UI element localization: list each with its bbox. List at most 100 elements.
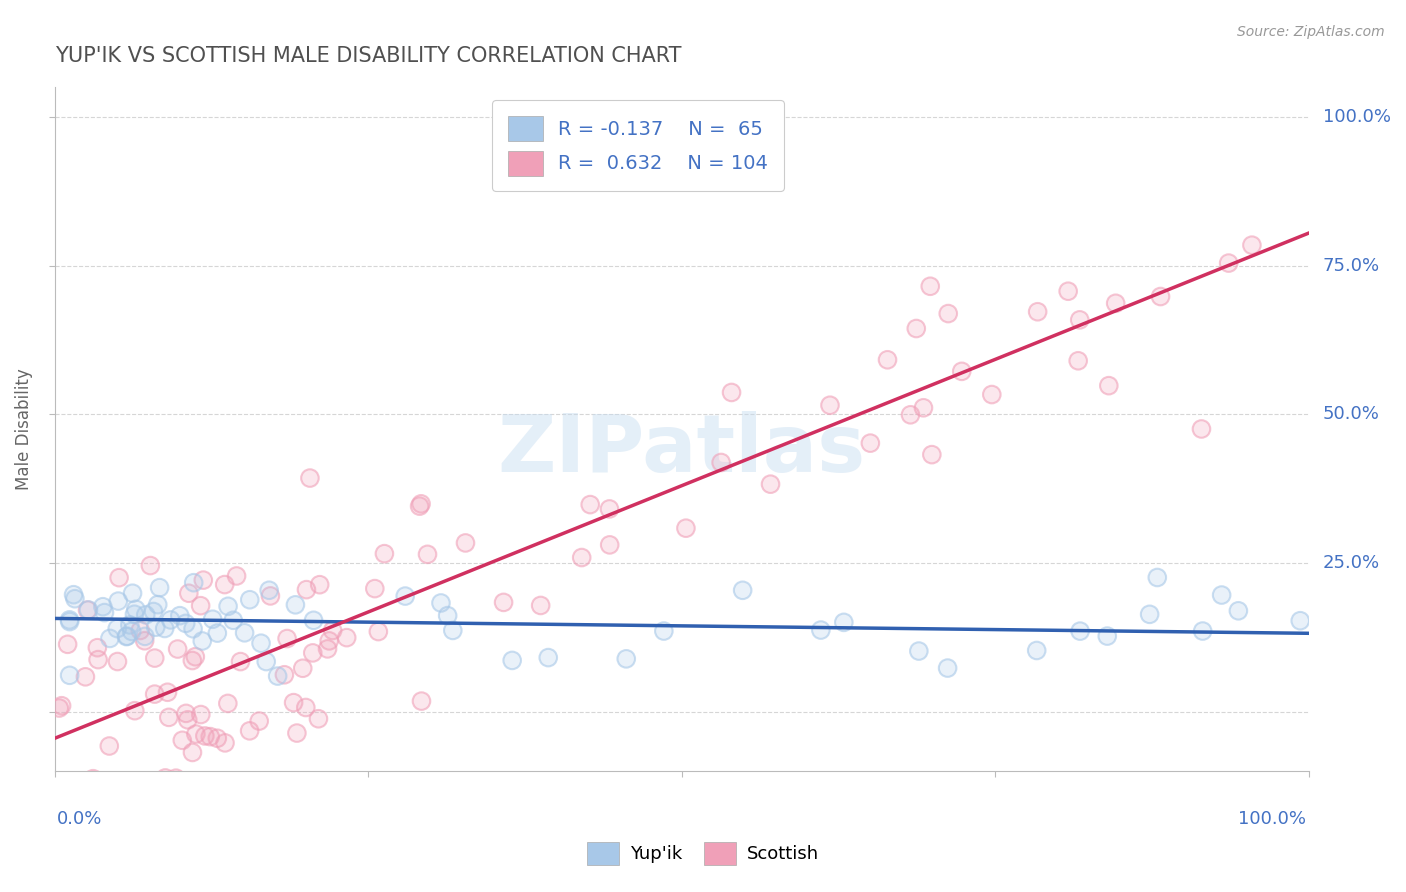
Point — [436, 608, 458, 623]
Point — [159, 613, 181, 627]
Point — [1067, 353, 1090, 368]
Point — [181, 622, 204, 636]
Point — [250, 636, 273, 650]
Point — [259, 589, 281, 603]
Point — [145, 620, 167, 634]
Point — [1149, 289, 1171, 303]
Point — [720, 385, 742, 400]
Point — [98, 739, 121, 753]
Point — [59, 615, 82, 629]
Point — [307, 712, 329, 726]
Point — [118, 618, 141, 632]
Point — [257, 583, 280, 598]
Point — [537, 650, 560, 665]
Point — [121, 586, 143, 600]
Point — [129, 624, 152, 638]
Point — [194, 729, 217, 743]
Point — [1240, 238, 1263, 252]
Point — [254, 655, 277, 669]
Point — [936, 661, 959, 675]
Point — [135, 607, 157, 622]
Point — [143, 687, 166, 701]
Point — [409, 497, 432, 511]
Point — [115, 629, 138, 643]
Point — [302, 613, 325, 627]
Point — [598, 502, 620, 516]
Point — [118, 618, 141, 632]
Point — [247, 714, 270, 728]
Point — [184, 727, 207, 741]
Point — [598, 502, 620, 516]
Point — [222, 613, 245, 627]
Point — [225, 569, 247, 583]
Point — [675, 521, 697, 535]
Point — [58, 613, 80, 627]
Point — [436, 608, 458, 623]
Point — [810, 623, 832, 637]
Point — [367, 624, 389, 639]
Point — [59, 615, 82, 629]
Point — [49, 776, 72, 790]
Point — [229, 655, 252, 669]
Point — [759, 477, 782, 491]
Point — [266, 669, 288, 683]
Point — [207, 626, 229, 640]
Point — [285, 726, 308, 740]
Point — [1098, 378, 1121, 392]
Point — [190, 707, 212, 722]
Point — [174, 706, 197, 721]
Point — [139, 558, 162, 573]
Point — [145, 620, 167, 634]
Text: YUP'IK VS SCOTTISH MALE DISABILITY CORRELATION CHART: YUP'IK VS SCOTTISH MALE DISABILITY CORRE… — [55, 46, 681, 66]
Point — [318, 633, 340, 648]
Point — [454, 536, 477, 550]
Point — [115, 629, 138, 643]
Point — [1218, 256, 1240, 270]
Point — [108, 571, 131, 585]
Point — [307, 712, 329, 726]
Y-axis label: Male Disability: Male Disability — [15, 368, 32, 490]
Point — [98, 632, 121, 646]
Point — [295, 582, 318, 597]
Point — [139, 558, 162, 573]
Point — [302, 613, 325, 627]
Point — [174, 616, 197, 631]
Point — [207, 731, 229, 746]
Point — [121, 586, 143, 600]
Point — [177, 713, 200, 727]
Point — [70, 776, 93, 790]
Point — [254, 655, 277, 669]
Point — [93, 606, 115, 620]
Point — [1105, 296, 1128, 310]
Point — [166, 642, 188, 657]
Point — [285, 726, 308, 740]
Point — [441, 624, 464, 638]
Point — [190, 599, 212, 613]
Point — [217, 599, 239, 614]
Point — [1289, 614, 1312, 628]
Point — [51, 698, 73, 713]
Point — [121, 624, 143, 639]
Point — [276, 632, 298, 646]
Point — [950, 364, 973, 378]
Point — [408, 499, 430, 513]
Point — [115, 630, 138, 644]
Text: 75.0%: 75.0% — [1323, 257, 1381, 275]
Point — [905, 321, 928, 335]
Point — [1289, 614, 1312, 628]
Point — [48, 701, 70, 715]
Point — [184, 649, 207, 664]
Point — [214, 736, 236, 750]
Point — [214, 736, 236, 750]
Point — [146, 598, 169, 612]
Point — [316, 641, 339, 656]
Point — [193, 573, 215, 587]
Point — [87, 652, 110, 666]
Point — [107, 655, 129, 669]
Point — [105, 622, 128, 636]
Point — [82, 772, 104, 786]
Point — [124, 704, 146, 718]
Point — [98, 739, 121, 753]
Point — [921, 448, 943, 462]
Point — [124, 704, 146, 718]
